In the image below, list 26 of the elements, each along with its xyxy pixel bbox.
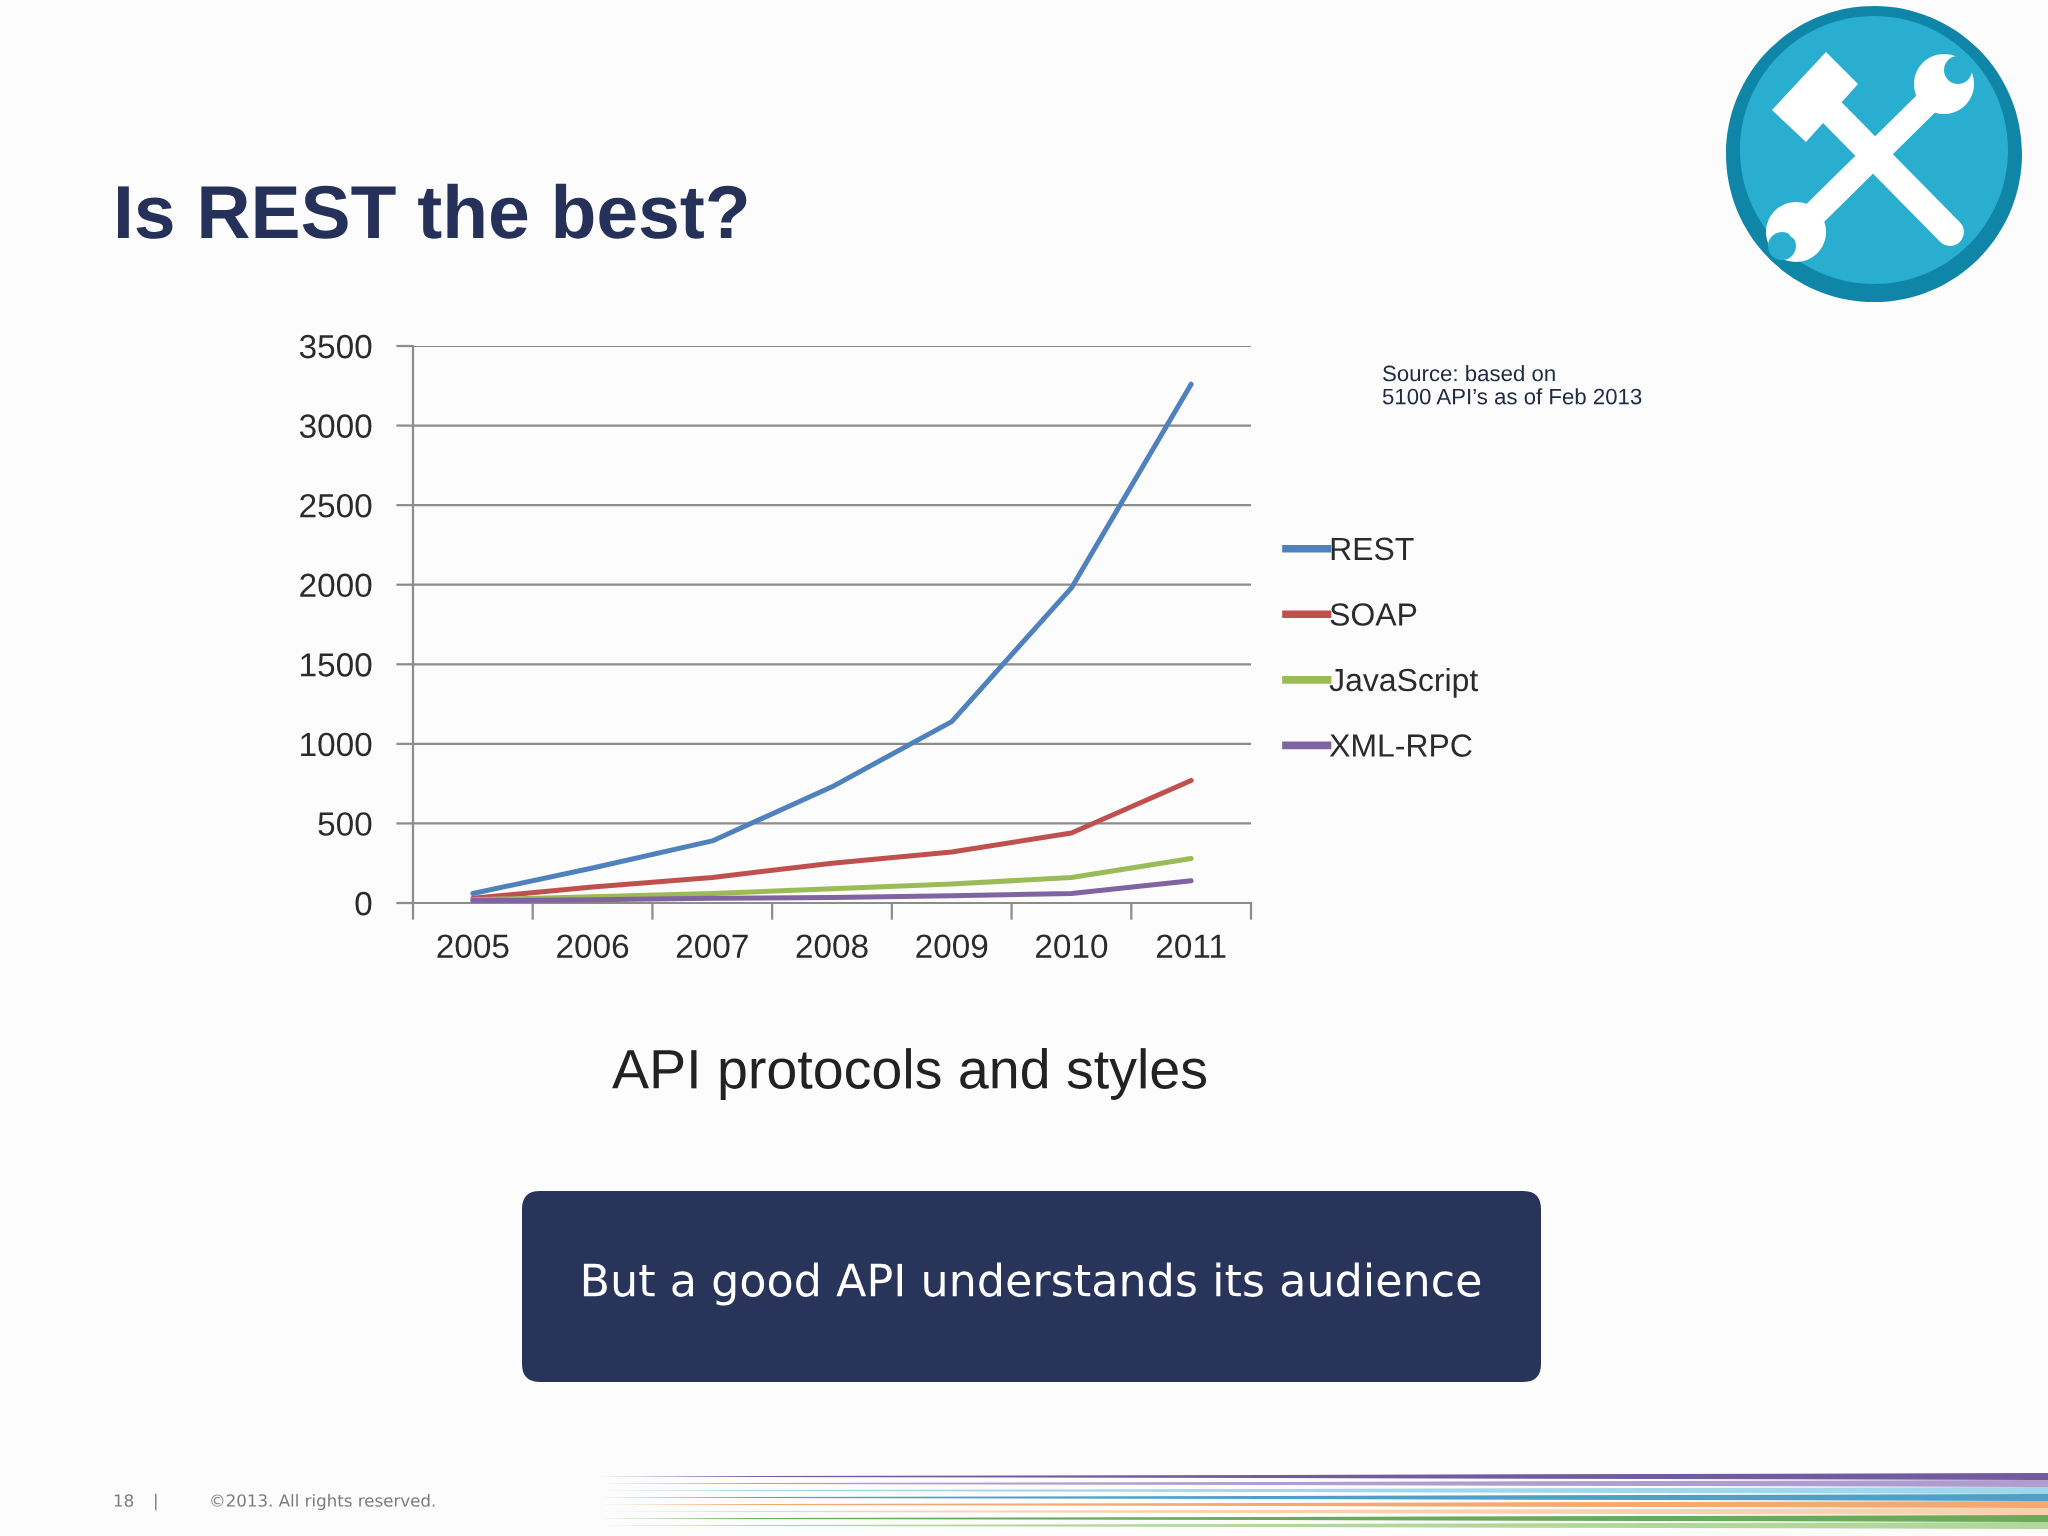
y-tick-label: 0	[355, 891, 372, 916]
y-tick-label: 3500	[299, 334, 372, 359]
y-tick-label: 2500	[300, 493, 372, 518]
x-tick-label: 2010	[1036, 934, 1108, 959]
text: But a good API understands its audience	[583, 1262, 1481, 1306]
y-tick-label: 1500	[301, 653, 372, 677]
x-tick-label: 2008	[796, 934, 868, 959]
text: API protocols and styles	[612, 1048, 1206, 1100]
y-tick-label: 1000	[301, 732, 372, 757]
legend-label: REST	[1331, 537, 1414, 561]
x-tick-label: 2011	[1156, 934, 1226, 959]
text: |	[155, 1493, 157, 1511]
legend-label: JavaScript	[1329, 667, 1479, 698]
y-tick-label: 500	[318, 812, 372, 836]
x-tick-label: 2007	[676, 934, 748, 959]
x-tick-label: 2009	[916, 934, 988, 959]
x-tick-label: 2005	[437, 934, 509, 959]
y-tick-label: 3000	[299, 414, 372, 438]
legend-label: SOAP	[1330, 603, 1417, 626]
x-tick-label: 2006	[557, 934, 629, 959]
legend-label: XML-RPC	[1329, 734, 1472, 757]
chart-title: Is REST the best?	[118, 183, 747, 239]
y-tick-label: 2000	[300, 573, 372, 598]
text: ©2013. All rights reserved.	[211, 1493, 435, 1511]
text: 18	[114, 1494, 134, 1507]
source-note: Source: based on 5100 API’s as of Feb 2013	[1382, 365, 1642, 405]
